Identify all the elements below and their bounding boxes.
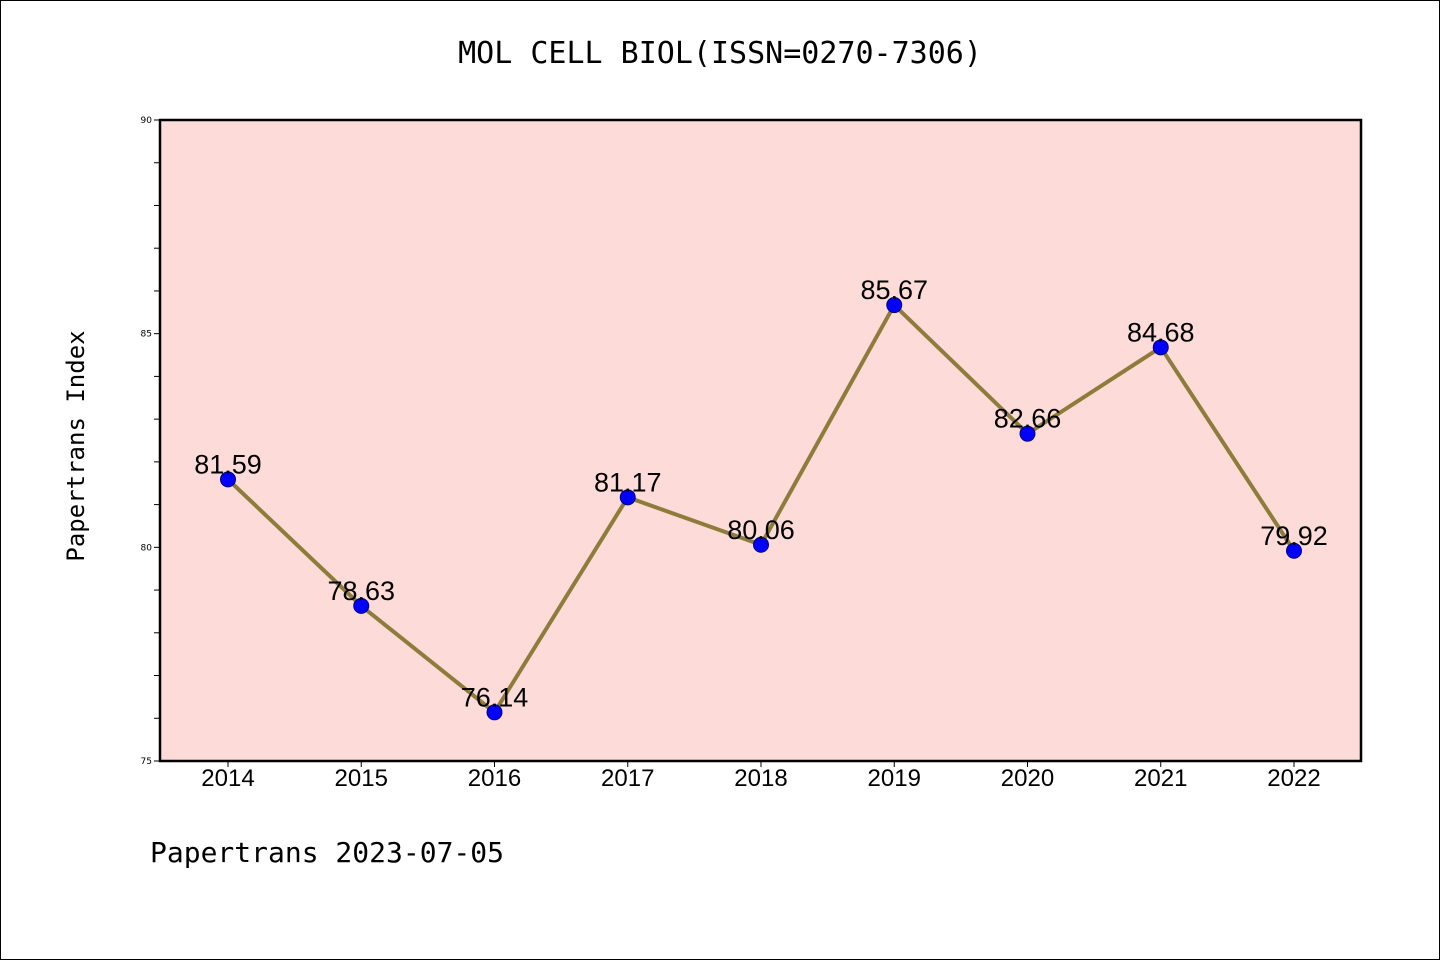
- x-tick-label: 2018: [734, 765, 787, 792]
- x-tick-label: 2014: [201, 765, 254, 792]
- footer-note: Papertrans 2023-07-05: [150, 836, 505, 869]
- x-tick-label: 2020: [1001, 765, 1054, 792]
- data-label: 81.59: [194, 449, 262, 479]
- data-label: 76.14: [461, 682, 529, 712]
- data-point: [1019, 425, 1036, 442]
- data-label: 85.67: [860, 275, 928, 305]
- data-label: 78.63: [327, 576, 395, 606]
- plot-border: [158, 118, 1363, 763]
- chart-title: MOL CELL BIOL(ISSN=0270-7306): [458, 36, 982, 71]
- y-tick-label: 90: [141, 116, 153, 126]
- y-tick-label: 80: [141, 543, 153, 553]
- data-point: [619, 489, 636, 506]
- data-point: [753, 536, 769, 553]
- data-point: [353, 597, 370, 614]
- data-point: [486, 704, 503, 721]
- data-label: 80.06: [727, 515, 795, 545]
- data-point: [220, 471, 236, 488]
- y-tick-label: 85: [141, 330, 152, 340]
- data-point: [1286, 542, 1302, 559]
- x-tick-label: 2022: [1267, 765, 1320, 792]
- data-label: 79.92: [1260, 521, 1328, 551]
- data-label: 82.66: [994, 404, 1062, 434]
- y-tick-label: 75: [141, 757, 152, 767]
- data-point: [1152, 339, 1169, 356]
- data-label: 84.68: [1127, 317, 1195, 347]
- x-tick-label: 2019: [868, 765, 921, 792]
- plot-area: [160, 120, 1361, 761]
- x-tick-label: 2015: [335, 765, 388, 792]
- x-tick-label: 2017: [601, 765, 654, 792]
- x-tick-label: 2016: [468, 765, 521, 792]
- data-point: [886, 297, 903, 314]
- x-tick-label: 2021: [1134, 765, 1187, 792]
- data-label: 81.17: [594, 467, 662, 497]
